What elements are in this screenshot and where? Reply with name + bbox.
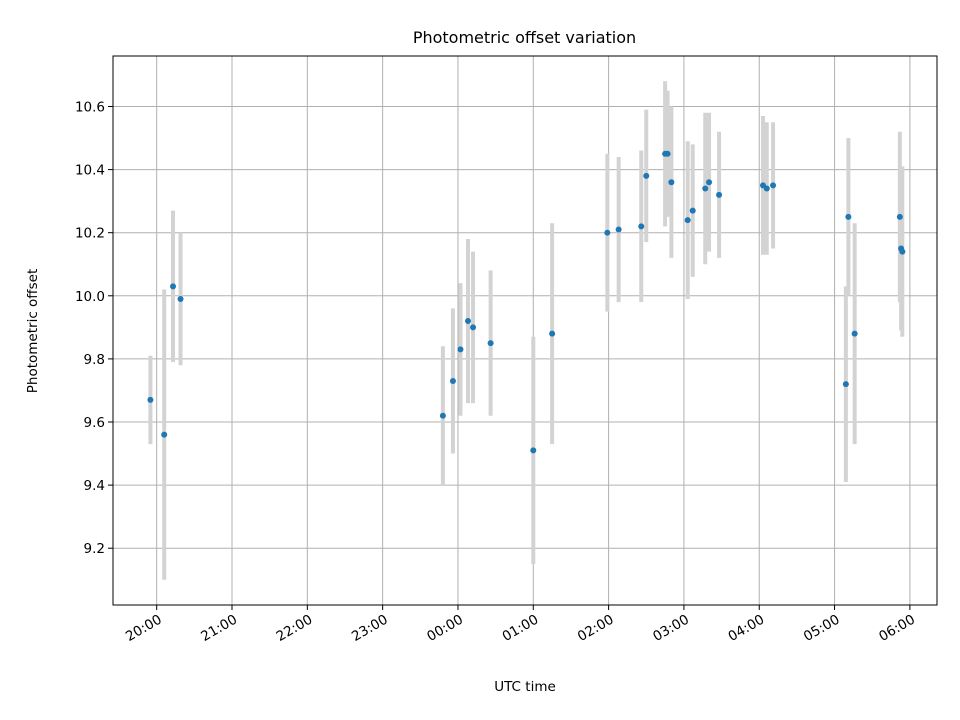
y-tick-label: 9.8 <box>84 352 105 368</box>
data-point <box>716 191 723 198</box>
data-point <box>842 381 849 388</box>
data-point <box>470 324 477 331</box>
y-tick-label: 9.4 <box>84 478 105 494</box>
data-point <box>896 213 903 220</box>
data-point <box>706 179 713 186</box>
data-points <box>147 150 906 454</box>
data-point <box>147 396 154 403</box>
data-point <box>177 295 184 302</box>
data-point <box>549 330 556 337</box>
data-point <box>899 248 906 255</box>
y-tick-label: 9.6 <box>84 415 105 431</box>
data-point <box>439 412 446 419</box>
x-axis-label: UTC time <box>494 679 556 695</box>
data-point <box>638 223 645 230</box>
data-point <box>170 283 177 290</box>
data-point <box>845 213 852 220</box>
data-point <box>449 377 456 384</box>
data-point <box>702 185 709 192</box>
data-point <box>763 185 770 192</box>
data-point <box>604 229 611 236</box>
data-point <box>689 207 696 214</box>
data-point <box>457 346 464 353</box>
chart-title: Photometric offset variation <box>413 28 636 47</box>
grid-lines <box>113 56 937 605</box>
y-tick-label: 10.6 <box>75 99 105 115</box>
data-point <box>664 150 671 157</box>
y-tick-label: 9.2 <box>84 541 105 557</box>
y-tick-label: 10.2 <box>75 226 105 242</box>
data-point <box>161 431 168 438</box>
data-point <box>684 217 691 224</box>
data-point <box>487 340 494 347</box>
data-point <box>530 447 537 454</box>
data-point <box>615 226 622 233</box>
y-axis-ticks: 9.2 9.4 9.6 9.8 10.0 10.2 10.4 10.6 <box>75 99 113 557</box>
plot-area-frame <box>112 55 938 606</box>
data-point <box>643 172 650 179</box>
data-point <box>668 179 675 186</box>
data-point <box>465 318 472 325</box>
y-tick-label: 10.0 <box>75 289 105 305</box>
data-point <box>851 330 858 337</box>
y-axis-label: Photometric offset <box>25 269 41 393</box>
data-point <box>770 182 777 189</box>
y-tick-label: 10.4 <box>75 163 105 179</box>
